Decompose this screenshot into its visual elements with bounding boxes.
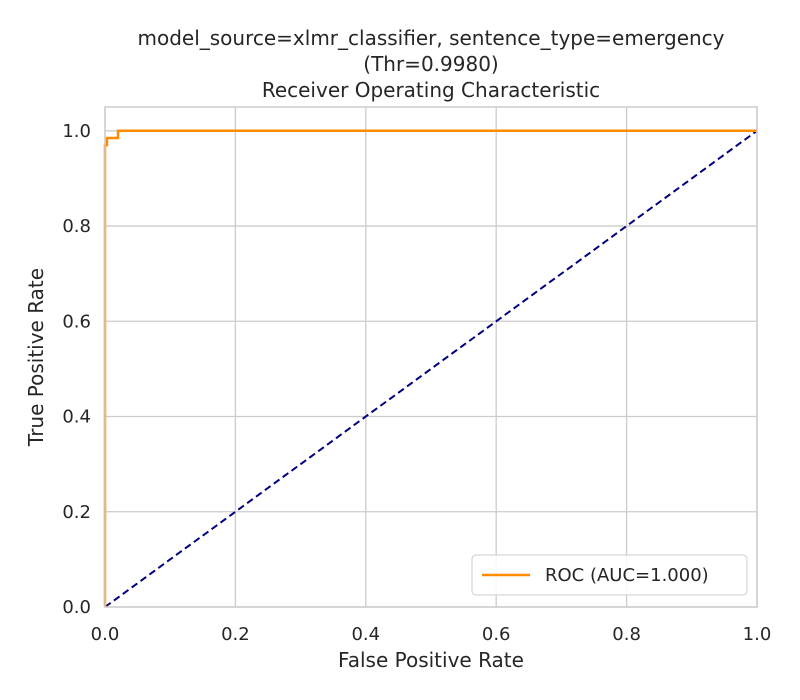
y-tick-label: 0.8 xyxy=(62,216,91,237)
x-tick-label: 0.6 xyxy=(482,624,511,645)
series-lines xyxy=(103,129,758,608)
plot-frame xyxy=(104,106,758,608)
legend-label-roc: ROC (AUC=1.000) xyxy=(545,565,709,586)
x-tick-label: 0.2 xyxy=(221,624,250,645)
y-tick-label: 0.4 xyxy=(62,407,91,428)
x-tick-label: 1.0 xyxy=(743,624,772,645)
chart-title-line-2: (Thr=0.9980) xyxy=(363,52,498,76)
tick-labels: 0.0 0.2 0.4 0.6 0.8 1.0 0.0 0.2 0.4 0.6 0.8 1.0 xyxy=(62,121,771,645)
x-tick-label: 0.0 xyxy=(91,624,120,645)
x-axis-label: False Positive Rate xyxy=(338,648,524,672)
y-axis-label: True Positive Rate xyxy=(24,268,48,447)
chart-title-line-1: model_source=xlmr_classifier, sentence_t… xyxy=(137,26,724,50)
legend: ROC (AUC=1.000) xyxy=(471,554,748,596)
grid-lines xyxy=(104,107,758,608)
chart-title-line-3: Receiver Operating Characteristic xyxy=(262,78,600,102)
y-tick-label: 0.2 xyxy=(62,502,91,523)
legend-box xyxy=(471,554,748,596)
y-tick-label: 1.0 xyxy=(62,121,91,142)
y-tick-label: 0.0 xyxy=(62,597,91,618)
x-tick-label: 0.4 xyxy=(351,624,380,645)
x-tick-label: 0.8 xyxy=(612,624,641,645)
chance-diagonal-line xyxy=(104,130,758,608)
y-tick-label: 0.6 xyxy=(62,311,91,332)
